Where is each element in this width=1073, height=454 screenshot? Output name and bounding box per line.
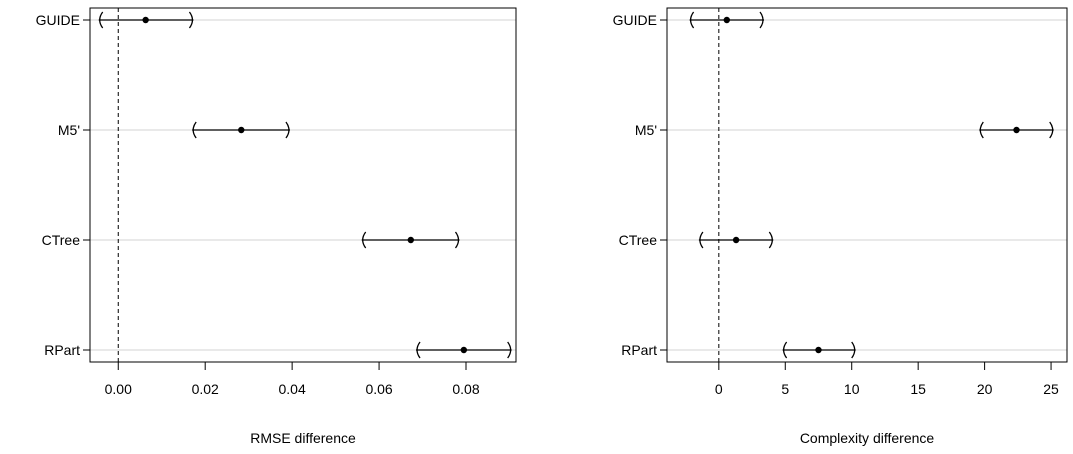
y-tick-label: M5' — [58, 122, 80, 138]
x-axis-label: RMSE difference — [250, 430, 356, 446]
x-axis-label: Complexity difference — [800, 430, 935, 446]
lower-bound-mark — [99, 11, 104, 29]
upper-bound-mark — [759, 11, 764, 29]
plot-frame — [666, 7, 1068, 363]
y-tick-label: RPart — [44, 342, 80, 358]
lower-bound-mark — [782, 341, 788, 359]
upper-bound-mark — [454, 231, 460, 249]
lower-bound-mark — [362, 231, 367, 249]
plot-frame — [89, 7, 517, 363]
upper-bound-mark — [768, 231, 773, 249]
x-tick-label: 0.02 — [192, 381, 219, 397]
x-tick-label: 0.06 — [365, 381, 392, 397]
upper-bound-mark — [851, 341, 856, 359]
estimate-point — [407, 236, 415, 244]
x-tick-label: 5 — [781, 381, 789, 397]
y-tick-label: CTree — [42, 232, 81, 248]
lower-bound-mark — [979, 121, 984, 139]
upper-bound-mark — [188, 11, 194, 29]
upper-bound-mark — [507, 341, 512, 359]
y-tick-label: GUIDE — [36, 12, 80, 28]
y-tick-label: M5' — [635, 122, 657, 138]
y-tick-label: CTree — [619, 232, 658, 248]
lower-bound-mark — [699, 231, 704, 249]
estimate-point — [238, 126, 245, 134]
x-tick-label: 0.04 — [279, 381, 306, 397]
estimate-point — [460, 346, 468, 354]
estimate-point — [732, 236, 740, 244]
x-tick-label: 20 — [977, 381, 993, 397]
estimate-point — [815, 346, 822, 354]
lower-bound-mark — [416, 341, 421, 359]
estimate-point — [1013, 126, 1020, 134]
x-tick-label: 0 — [715, 381, 723, 397]
chart-panel-1: GUIDE M5' CTree RPart 0.00 0.02 0.04 0.06 0.08 RM… — [36, 7, 517, 446]
x-tick-label: 15 — [910, 381, 926, 397]
x-tick-label: 0.00 — [105, 381, 132, 397]
upper-bound-mark — [1049, 121, 1054, 139]
x-tick-label: 0.08 — [452, 381, 479, 397]
lower-bound-mark — [192, 121, 197, 139]
chart-panel-2: GUIDE M5' CTree RPart 0 5 10 15 20 25 Complexity d… — [613, 7, 1068, 446]
estimate-point — [142, 16, 149, 24]
y-tick-label: GUIDE — [613, 12, 657, 28]
lower-bound-mark — [689, 11, 695, 29]
estimate-point — [723, 16, 731, 24]
x-tick-label: 10 — [844, 381, 860, 397]
y-tick-label: RPart — [621, 342, 657, 358]
upper-bound-mark — [285, 121, 290, 139]
x-tick-label: 25 — [1043, 381, 1059, 397]
